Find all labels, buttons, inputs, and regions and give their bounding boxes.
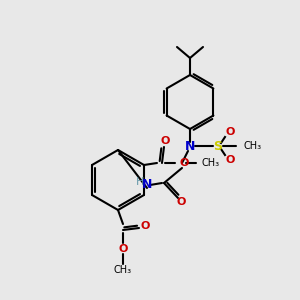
Text: CH₃: CH₃ [114,265,132,275]
Text: CH₃: CH₃ [244,141,262,151]
Text: O: O [180,158,189,168]
Text: CH₃: CH₃ [202,158,220,168]
Text: O: O [118,244,128,254]
Text: S: S [214,140,223,152]
Text: N: N [185,140,195,152]
Text: N: N [142,178,152,191]
Text: O: O [140,221,150,231]
Text: O: O [225,155,235,165]
Text: O: O [225,127,235,137]
Text: O: O [160,136,170,146]
Text: O: O [176,197,186,207]
Text: H: H [136,177,144,187]
